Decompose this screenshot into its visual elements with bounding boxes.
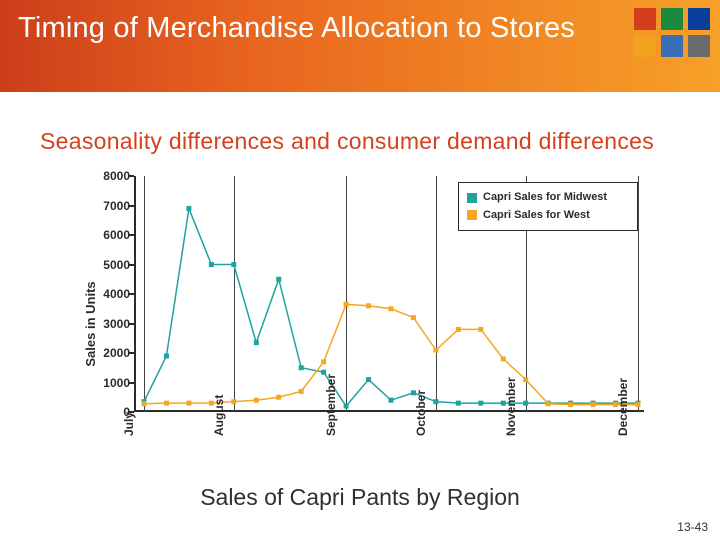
series-marker-midwest [209,262,214,267]
brand-square [661,8,683,30]
brand-square [661,35,683,57]
series-line-west [144,304,638,404]
series-marker-west [591,402,596,407]
legend-label: Capri Sales for West [483,207,590,225]
x-tick-label: August [212,395,226,436]
series-marker-west [568,402,573,407]
series-marker-west [501,356,506,361]
series-marker-west [276,395,281,400]
slide-title: Timing of Merchandise Allocation to Stor… [18,10,575,46]
subheading: Seasonality differences and consumer dem… [40,128,654,155]
legend-item: Capri Sales for Midwest [467,189,629,207]
chart-caption: Sales of Capri Pants by Region [0,484,720,511]
series-marker-west [636,402,641,407]
brand-square [634,8,656,30]
page-number: 13-43 [677,520,708,534]
chart-area: Sales in Units 0100020003000400050006000… [48,176,660,472]
series-marker-midwest [344,404,349,409]
brand-square [634,35,656,57]
y-tick-label: 1000 [103,376,130,390]
series-marker-midwest [299,365,304,370]
series-marker-midwest [456,401,461,406]
series-marker-midwest [523,401,528,406]
series-marker-west [546,401,551,406]
series-marker-midwest [186,206,191,211]
legend-item: Capri Sales for West [467,207,629,225]
y-axis-label: Sales in Units [83,281,98,366]
x-tick-label: December [616,378,630,436]
x-tick-label: July [122,412,136,436]
series-marker-midwest [164,353,169,358]
series-marker-west [344,302,349,307]
series-marker-west [231,399,236,404]
y-tick-label: 3000 [103,317,130,331]
plot-region: Capri Sales for MidwestCapri Sales for W… [134,176,644,412]
slide-header: Timing of Merchandise Allocation to Stor… [0,0,720,92]
y-tick-label: 2000 [103,346,130,360]
series-marker-west [142,401,147,406]
brand-square [688,35,710,57]
series-marker-midwest [366,377,371,382]
series-marker-west [411,315,416,320]
brand-square [688,8,710,30]
series-marker-west [164,401,169,406]
series-marker-midwest [478,401,483,406]
series-marker-midwest [254,340,259,345]
series-marker-west [478,327,483,332]
y-tick-label: 7000 [103,199,130,213]
brand-squares [634,8,710,57]
series-marker-west [523,377,528,382]
y-tick-label: 4000 [103,287,130,301]
series-marker-west [366,303,371,308]
x-tick-label: November [504,377,518,436]
series-marker-west [433,348,438,353]
series-marker-west [299,389,304,394]
series-marker-west [254,398,259,403]
series-marker-west [456,327,461,332]
chart-legend: Capri Sales for MidwestCapri Sales for W… [458,182,638,231]
series-marker-west [389,306,394,311]
series-marker-west [321,359,326,364]
x-tick-label: September [324,374,338,436]
y-tick-label: 6000 [103,228,130,242]
series-marker-west [186,401,191,406]
legend-swatch [467,210,477,220]
legend-swatch [467,193,477,203]
y-tick-label: 8000 [103,169,130,183]
x-tick-label: October [414,390,428,436]
series-marker-midwest [389,398,394,403]
series-marker-midwest [231,262,236,267]
legend-label: Capri Sales for Midwest [483,189,607,207]
y-tick-label: 5000 [103,258,130,272]
series-marker-midwest [433,399,438,404]
series-marker-midwest [276,277,281,282]
